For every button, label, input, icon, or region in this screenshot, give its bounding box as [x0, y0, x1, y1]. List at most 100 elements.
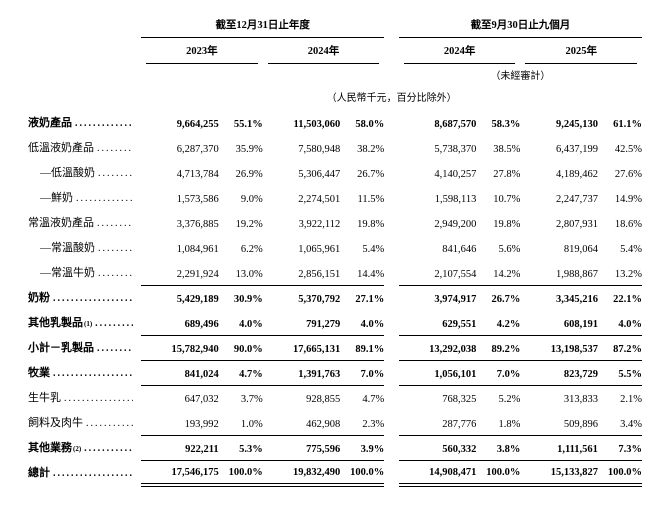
- amount-cell: 287,776: [398, 410, 477, 436]
- amount-cell: 841,024: [141, 360, 219, 386]
- percent-cell: 22.1%: [613, 294, 642, 305]
- amount-cell: 313,833: [563, 394, 598, 405]
- row-label-cell: 奶粉......................................…: [28, 285, 141, 310]
- table-row: 液奶產品....................................…: [28, 110, 642, 135]
- row-label: 其他乳製品: [28, 317, 83, 329]
- table-body: 液奶產品....................................…: [28, 110, 642, 487]
- dot-leader: ........................................: [97, 343, 133, 354]
- row-label-cell: 常溫液奶產品..................................…: [28, 210, 141, 235]
- nine-month-2024-header: 2024年: [399, 38, 521, 64]
- table-row: —常溫酸奶...................................…: [28, 235, 642, 260]
- amount-cell: 1,988,867: [520, 260, 598, 286]
- column-group-gap: [384, 410, 399, 435]
- row-label-cell: 生牛乳.....................................…: [28, 385, 141, 410]
- amount-cell: 5,370,792: [298, 294, 341, 305]
- column-group-gap: [384, 135, 399, 160]
- dot-leader: ........................................: [97, 218, 133, 229]
- row-label-cell: 飼料及肉牛...................................…: [28, 410, 141, 435]
- column-group-gap: [384, 435, 399, 460]
- amount-cell: 5,306,447: [298, 169, 341, 180]
- percent-cell: 5.6%: [498, 244, 521, 255]
- percent-cell: 11.5%: [357, 194, 385, 205]
- percent-cell: 7.3%: [597, 435, 642, 461]
- amount-cell: 8,687,570: [434, 119, 477, 130]
- amount-cell: 2,274,501: [298, 194, 341, 205]
- amount-cell: 1,084,961: [176, 244, 219, 255]
- row-label: 低溫液奶產品: [28, 142, 94, 154]
- dot-leader: ........................................: [76, 193, 133, 204]
- table-row: 其他乳製品(1)................................…: [28, 310, 642, 336]
- percent-cell: 19.2%: [235, 219, 263, 230]
- row-label: —低溫酸奶: [40, 167, 95, 179]
- table-row: 牧業......................................…: [28, 360, 642, 386]
- amount-cell: 1,391,763: [262, 360, 341, 386]
- percent-cell: 7.0%: [476, 360, 521, 386]
- percent-cell: 4.0%: [218, 310, 263, 336]
- dot-leader: ........................................: [97, 143, 133, 154]
- amount-cell: 17,546,175: [141, 460, 219, 487]
- percent-cell: 27.1%: [355, 294, 385, 305]
- percent-cell: 4.0%: [597, 310, 642, 336]
- row-label-cell: 低溫液奶產品..................................…: [28, 135, 141, 160]
- amount-cell: 6,437,199: [555, 144, 598, 155]
- percent-cell: 18.6%: [614, 219, 642, 230]
- percent-cell: 5.5%: [597, 360, 642, 386]
- amount-cell: 775,596: [262, 435, 341, 461]
- column-group-gap: [384, 64, 399, 86]
- row-label: 其他業務: [28, 442, 72, 454]
- unit-note-row: （人民幣千元，百分比除外）: [28, 86, 642, 110]
- amount-cell: 2,291,924: [141, 260, 219, 286]
- percent-cell: 4.2%: [476, 310, 521, 336]
- amount-cell: 4,140,257: [434, 169, 477, 180]
- amount-cell: 1,573,586: [176, 194, 219, 205]
- percent-cell: 38.5%: [493, 144, 521, 155]
- amount-cell: 3,974,917: [434, 294, 477, 305]
- percent-cell: 5.3%: [218, 435, 263, 461]
- annual-period-label: 截至12月31日止年度: [141, 17, 385, 38]
- percent-cell: 89.2%: [476, 335, 521, 361]
- percent-cell: 2.1%: [620, 394, 642, 405]
- row-label-cell: —常溫牛奶...................................…: [28, 260, 141, 285]
- percent-cell: 89.1%: [340, 335, 385, 361]
- amount-cell: 5,429,189: [176, 294, 219, 305]
- percent-cell: 1.8%: [476, 410, 521, 436]
- row-label: 常溫液奶產品: [28, 217, 94, 229]
- period-group-header-row: 截至12月31日止年度 截至9月30日止九個月: [28, 12, 642, 38]
- amount-cell: 19,832,490: [262, 460, 341, 487]
- row-label: —常溫酸奶: [40, 242, 95, 254]
- amount-cell: 2,247,737: [555, 194, 598, 205]
- percent-cell: 26.9%: [235, 169, 263, 180]
- column-group-gap: [384, 460, 399, 485]
- column-group-gap: [384, 210, 399, 235]
- amount-cell: 819,064: [563, 244, 598, 255]
- row-label-cell: —常溫酸奶...................................…: [28, 235, 141, 260]
- table-row: 低溫液奶產品..................................…: [28, 135, 642, 160]
- amount-cell: 823,729: [520, 360, 598, 386]
- amount-cell: 647,032: [184, 394, 219, 405]
- nine-month-period-header: 截至9月30日止九個月: [398, 12, 642, 38]
- percent-cell: 58.0%: [355, 119, 385, 130]
- row-label: 生牛乳: [28, 392, 61, 404]
- percent-cell: 6.2%: [240, 244, 263, 255]
- percent-cell: 100.0%: [340, 460, 385, 487]
- unaudited-note-row: （未經審計）: [28, 64, 642, 86]
- percent-cell: 61.1%: [613, 119, 642, 130]
- percent-cell: 38.2%: [357, 144, 385, 155]
- percent-cell: 19.8%: [357, 219, 385, 230]
- percent-cell: 27.6%: [614, 169, 642, 180]
- percent-cell: 27.8%: [493, 169, 521, 180]
- amount-cell: 1,598,113: [434, 194, 477, 205]
- amount-cell: 1,056,101: [398, 360, 477, 386]
- dot-leader: ........................................: [98, 168, 133, 179]
- row-label-cell: 牧業......................................…: [28, 360, 141, 385]
- dot-leader: ........................................: [53, 293, 133, 304]
- row-label: 小計－乳製品: [28, 342, 94, 354]
- table-row: —鮮奶.....................................…: [28, 185, 642, 210]
- percent-cell: 4.7%: [218, 360, 263, 386]
- percent-cell: 3.7%: [240, 394, 263, 405]
- dot-leader: ........................................: [98, 243, 133, 254]
- year-2024-header: 2024年: [263, 38, 385, 64]
- percent-cell: 5.2%: [498, 394, 521, 405]
- year-2023-header: 2023年: [141, 38, 263, 64]
- percent-cell: 9.0%: [240, 194, 263, 205]
